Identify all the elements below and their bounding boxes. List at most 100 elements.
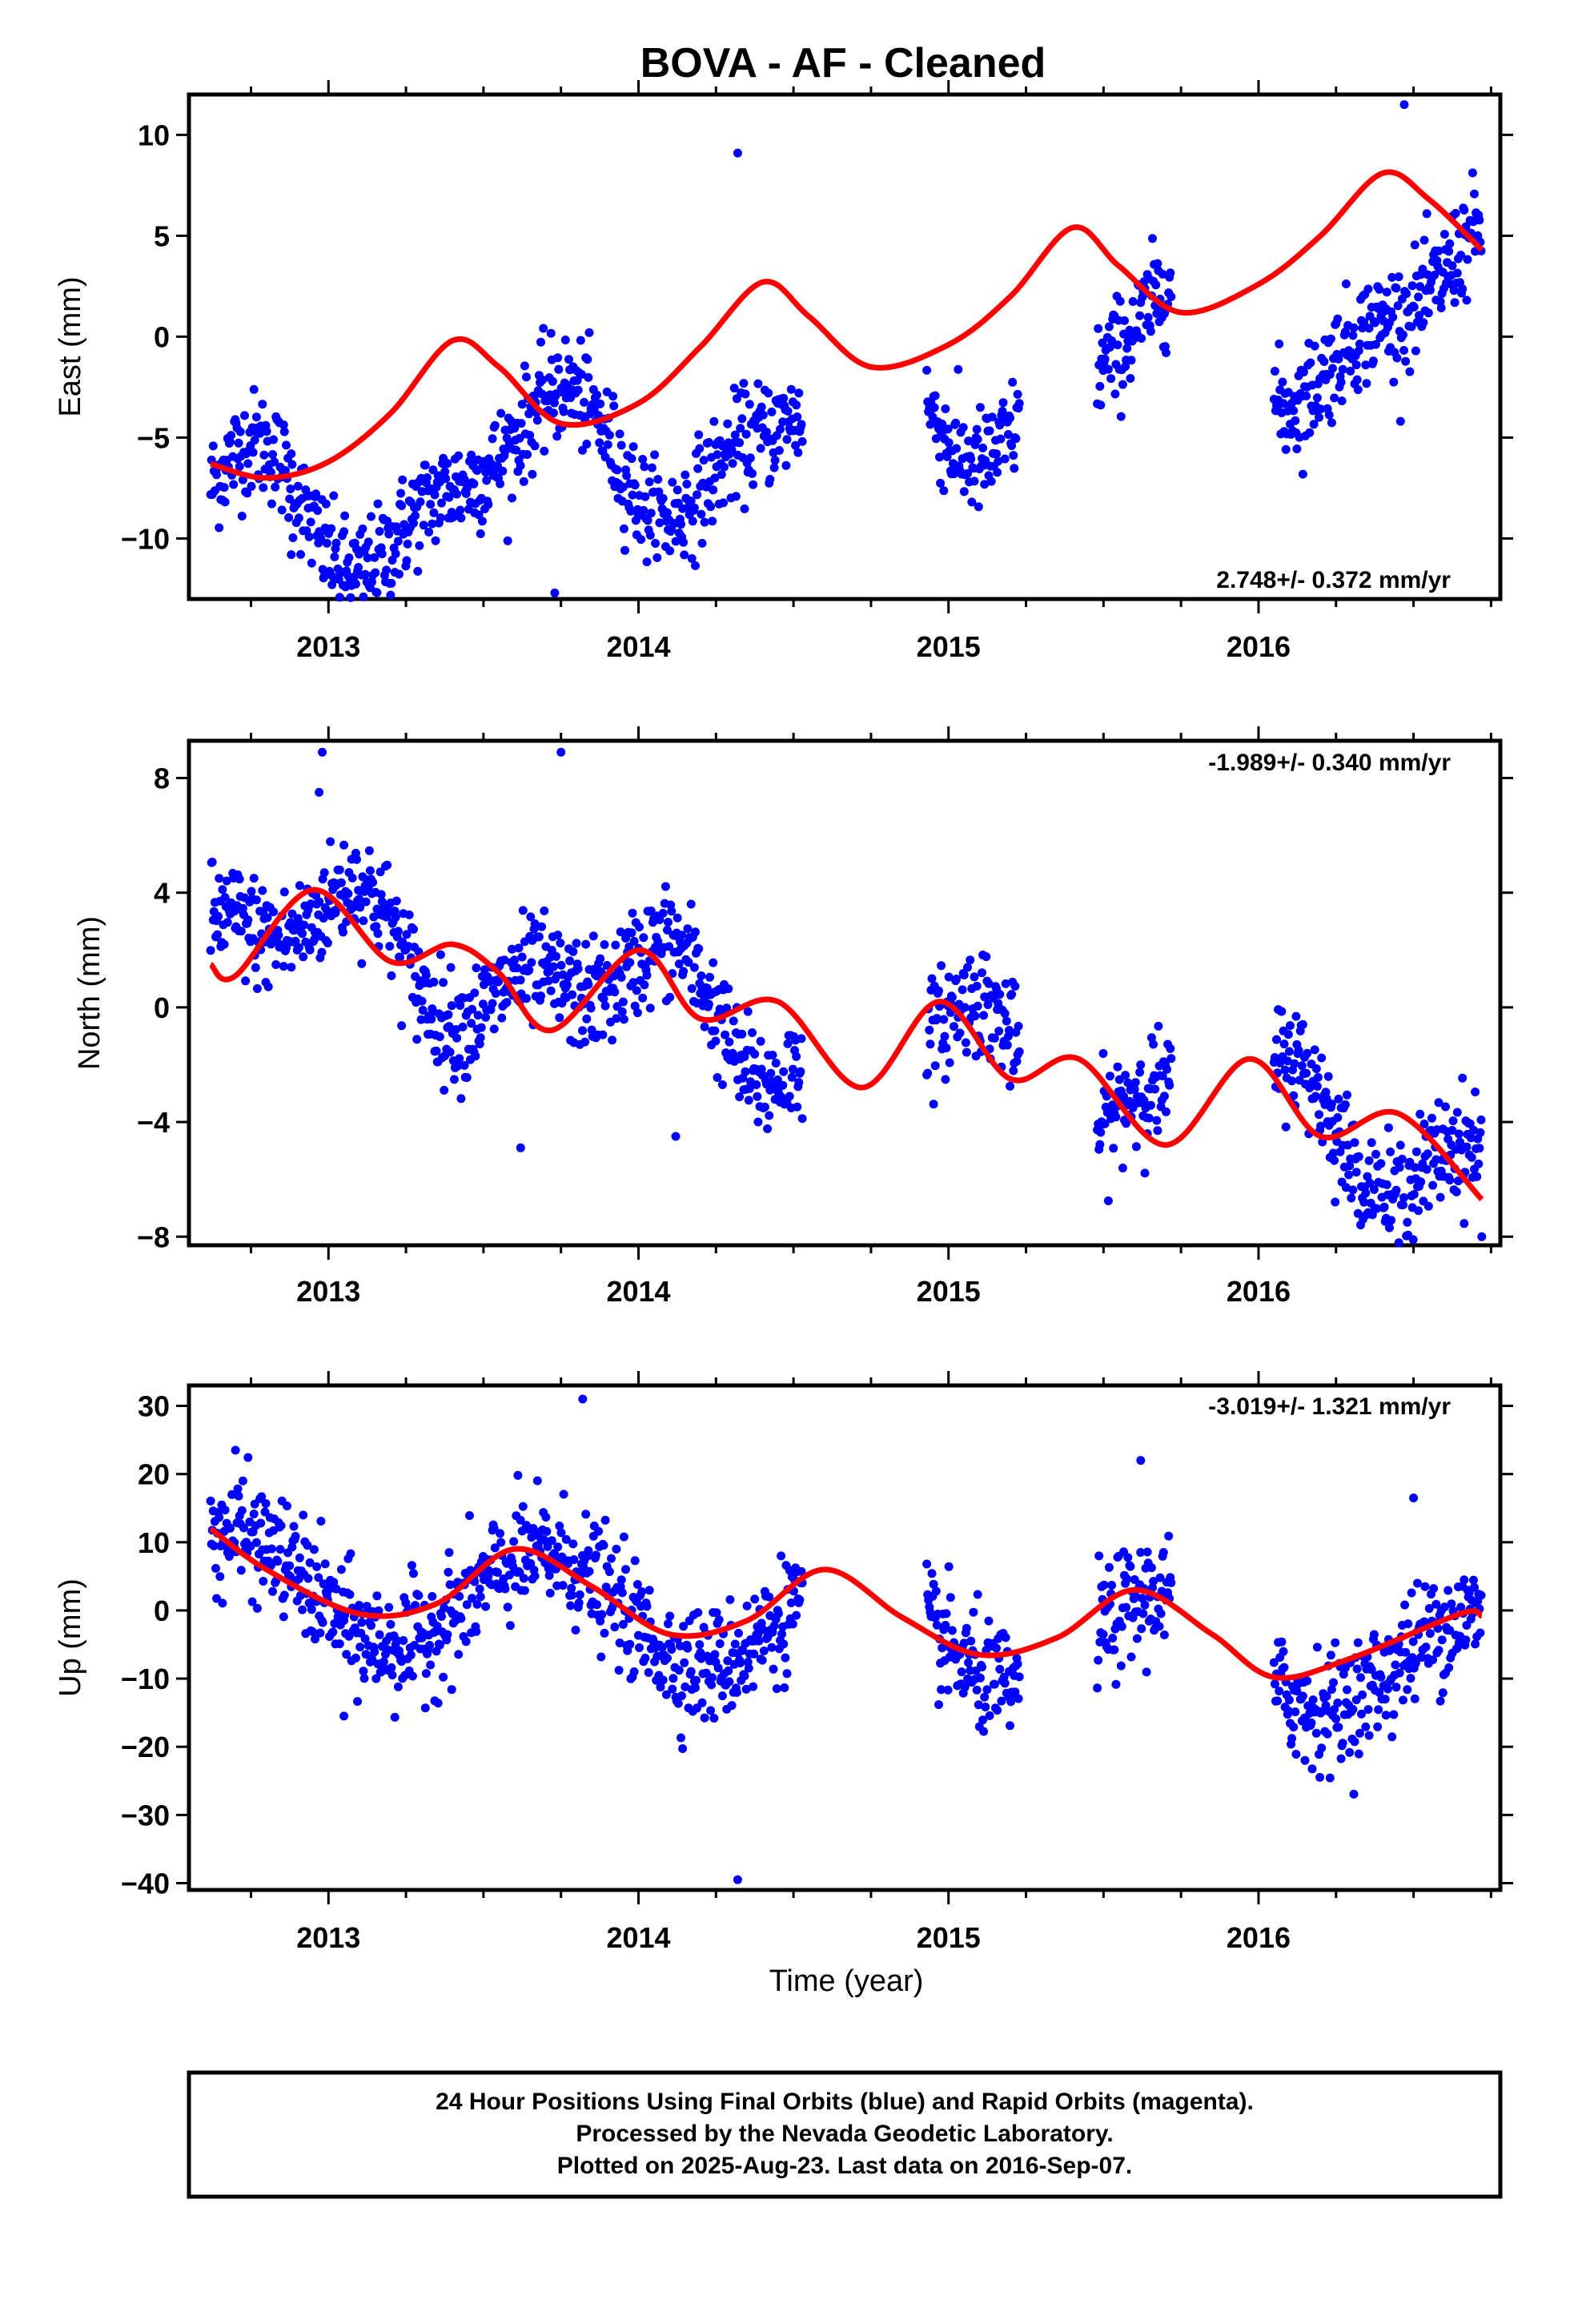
data-point — [612, 1014, 621, 1023]
data-point — [262, 427, 271, 436]
data-point — [1329, 1678, 1338, 1687]
data-point — [415, 541, 424, 550]
data-point — [1107, 1581, 1117, 1590]
data-point — [1338, 1739, 1347, 1748]
data-point — [780, 1683, 789, 1692]
data-point — [1001, 1633, 1010, 1642]
data-point — [610, 1622, 620, 1632]
data-point — [710, 1026, 720, 1035]
data-point — [409, 924, 418, 934]
data-point — [689, 503, 699, 513]
y-tick-label: 8 — [154, 762, 170, 795]
data-point — [1328, 364, 1337, 373]
data-point — [490, 420, 500, 430]
data-point — [293, 481, 303, 491]
data-point — [386, 590, 396, 600]
data-point — [1475, 215, 1484, 225]
data-point — [753, 379, 763, 388]
data-point — [618, 1619, 628, 1629]
data-point — [1346, 366, 1355, 376]
data-point — [993, 468, 1002, 477]
data-point — [674, 1666, 684, 1675]
data-point — [445, 1047, 455, 1057]
data-point — [299, 920, 309, 930]
data-point — [423, 473, 432, 482]
data-point — [1381, 1711, 1391, 1720]
data-point — [548, 376, 557, 386]
data-point — [1302, 1068, 1311, 1078]
data-point — [433, 1699, 443, 1708]
data-point — [1330, 1156, 1339, 1165]
data-point — [1355, 1728, 1364, 1738]
data-point — [709, 958, 718, 967]
data-point — [640, 492, 650, 501]
data-point — [1154, 1021, 1163, 1031]
data-point — [1146, 327, 1155, 336]
data-point — [1006, 1081, 1014, 1091]
data-point — [1334, 1094, 1343, 1104]
data-point — [440, 1085, 449, 1095]
data-point — [1144, 1113, 1154, 1123]
data-point — [355, 903, 365, 912]
data-point — [1336, 377, 1346, 387]
data-point — [600, 1515, 610, 1525]
data-point — [1423, 1149, 1432, 1159]
data-point — [1368, 356, 1378, 366]
data-point — [475, 1584, 484, 1594]
data-point — [788, 1619, 797, 1629]
data-point — [661, 1690, 671, 1699]
data-point — [1343, 1685, 1351, 1695]
data-point — [795, 1595, 805, 1605]
data-point — [206, 946, 215, 955]
data-point — [740, 1671, 749, 1681]
data-point — [1094, 1551, 1104, 1561]
data-point — [626, 506, 636, 516]
data-point — [1297, 1061, 1307, 1071]
data-point — [452, 1033, 462, 1043]
data-point — [503, 1602, 512, 1612]
data-point — [963, 468, 972, 478]
data-point — [548, 962, 558, 971]
data-point — [979, 1727, 989, 1736]
data-point — [992, 1643, 1002, 1653]
data-point — [1298, 1691, 1307, 1701]
data-point — [391, 1635, 401, 1645]
data-point — [517, 400, 527, 409]
data-point — [355, 895, 364, 904]
data-point — [1122, 1119, 1131, 1128]
data-point — [1299, 368, 1308, 377]
data-point — [1298, 1019, 1307, 1029]
data-point — [546, 986, 556, 995]
data-point — [632, 1008, 642, 1018]
data-point — [1356, 1673, 1365, 1683]
data-point — [1326, 1651, 1335, 1660]
data-point — [1401, 356, 1411, 366]
data-point — [768, 1051, 777, 1059]
data-point — [617, 1588, 627, 1598]
data-point — [720, 462, 729, 472]
data-point — [295, 881, 304, 891]
data-point — [1470, 189, 1479, 199]
data-point — [348, 903, 358, 912]
data-point — [312, 1562, 322, 1571]
data-point — [1372, 1204, 1382, 1213]
data-point — [1394, 1238, 1403, 1248]
data-point — [1415, 311, 1424, 320]
data-point — [299, 952, 308, 962]
data-point — [693, 1608, 703, 1618]
data-point — [1284, 1695, 1294, 1705]
data-point — [1270, 367, 1279, 376]
data-point — [409, 518, 418, 528]
data-point — [275, 1545, 285, 1554]
data-point — [702, 983, 712, 993]
panel-east-x-ticks: 2013 2014 2015 2016 — [249, 80, 1492, 663]
data-point — [947, 1626, 957, 1635]
data-point — [427, 1015, 436, 1024]
data-point — [1311, 1092, 1320, 1101]
data-point — [421, 1669, 431, 1679]
data-point — [1283, 1706, 1293, 1715]
data-point — [470, 988, 480, 998]
data-point — [766, 1068, 776, 1078]
data-point — [1345, 1161, 1355, 1171]
data-point — [1305, 428, 1315, 437]
